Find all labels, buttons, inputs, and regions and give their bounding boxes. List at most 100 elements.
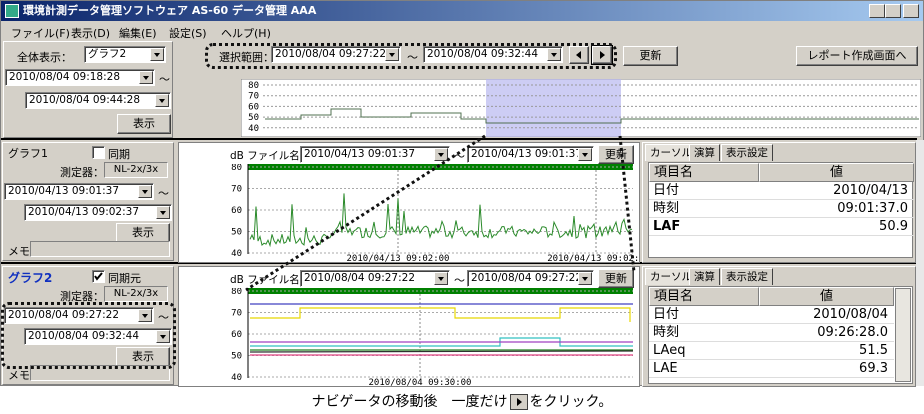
checkbox[interactable] [92, 146, 105, 159]
y-tick-label: 70 [231, 309, 242, 319]
cell: 51.5 [759, 342, 894, 360]
table-header: 項目名 [649, 287, 759, 306]
y-tick-label: 70 [231, 185, 242, 195]
y-tick-label: 60 [248, 102, 259, 112]
cell: LAE [649, 360, 759, 378]
table-scrollbar[interactable] [895, 288, 911, 382]
update-button[interactable]: 更新 [598, 269, 634, 288]
tab[interactable]: 演算 [689, 268, 720, 285]
window-title: 環境計測データ管理ソフトウェア AS-60 データ管理 AAA [23, 4, 317, 17]
menu-item[interactable]: 設定(S) [169, 27, 207, 40]
label: 全体表示： [17, 51, 72, 64]
caption-text: ナビゲータの移動後 一度だけ [311, 394, 508, 410]
tab[interactable]: カーソル [645, 144, 697, 161]
y-tick-label: 80 [231, 164, 242, 173]
title-bar: 環境計測データ管理ソフトウェア AS-60 データ管理 AAA [1, 1, 923, 21]
close-button[interactable] [903, 4, 919, 18]
y-tick-label: 70 [248, 92, 259, 102]
menu-item[interactable]: 表示(D) [71, 27, 111, 40]
tilde: ～ [454, 150, 465, 163]
date-combo[interactable]: 2010/04/13 09:01:37 [467, 146, 594, 163]
memo-box[interactable] [30, 241, 170, 257]
tab[interactable]: 演算 [689, 144, 720, 161]
minimize-button[interactable] [869, 4, 885, 18]
update-button[interactable]: 更新 [623, 46, 678, 66]
combo-text: 2010/04/13 09:02:37 [28, 206, 140, 218]
graph-combo[interactable]: グラフ2 [84, 46, 166, 63]
show-button[interactable]: 表示 [116, 347, 170, 367]
prev-button[interactable] [569, 46, 589, 64]
tilde: ～ [407, 51, 418, 64]
caption-text: をクリック。 [529, 394, 613, 410]
y-tick-label: 50 [248, 113, 259, 123]
date-combo[interactable]: 2010/08/04 09:32:44 [24, 328, 172, 345]
label: 測定器： [60, 290, 104, 303]
cell: 09:26:28.0 [759, 324, 894, 342]
level-line [249, 350, 634, 353]
date-combo[interactable]: 2010/08/04 09:27:22 [467, 270, 594, 287]
cell: 69.3 [759, 360, 894, 378]
graph-name: グラフ1 [8, 147, 48, 160]
date-combo[interactable]: 2010/08/04 09:18:28 [5, 69, 155, 86]
tilde: ～ [159, 73, 170, 86]
table-header: 項目名 [649, 163, 759, 182]
level-line [249, 193, 633, 248]
show-button[interactable]: 表示 [117, 114, 171, 134]
y-tick-label: 60 [231, 330, 242, 340]
menu-item[interactable]: 編集(E) [119, 27, 157, 40]
menu-item[interactable]: ファイル(F) [11, 27, 70, 40]
date-combo[interactable]: 2010/04/13 09:02:37 [24, 204, 172, 221]
arrow-icon [576, 51, 581, 59]
highlight-frame [205, 43, 617, 69]
check-mark [94, 272, 103, 281]
y-tick-label: 50 [231, 352, 242, 362]
memo-box[interactable] [30, 365, 170, 381]
scrollbar[interactable] [916, 140, 924, 386]
date-combo[interactable]: 2010/04/13 09:01:37 [4, 183, 154, 200]
date-combo[interactable]: 2010/08/04 09:44:28 [25, 92, 171, 109]
show-button[interactable]: 表示 [116, 223, 170, 243]
tab[interactable]: カーソル [645, 268, 697, 285]
update-button[interactable]: 更新 [598, 145, 634, 164]
tab[interactable]: 表示設定 [721, 268, 773, 285]
y-tick-label: 80 [231, 288, 242, 297]
combo-text: 2010/04/13 09:01:37 [8, 185, 120, 197]
combo-text: 2010/04/13 09:01:37 [304, 148, 416, 160]
checkbox-label: 同期 [108, 148, 130, 161]
tilde: ～ [158, 311, 169, 324]
cell: 日付 [649, 182, 759, 200]
combo-text: グラフ2 [88, 48, 127, 60]
tab[interactable]: 表示設定 [721, 144, 773, 161]
next-button[interactable] [591, 45, 613, 65]
checkbox[interactable] [92, 270, 105, 283]
button-icon [509, 394, 528, 410]
combo-text: 2010/08/04 09:32:44 [28, 330, 140, 342]
date-combo[interactable]: 2010/08/04 09:32:44 [423, 46, 563, 63]
caption: ナビゲータの移動後 一度だけ をクリック。 [0, 391, 924, 411]
y-tick-label: 40 [231, 249, 242, 259]
memo-label: メモ: [8, 245, 34, 258]
date-combo[interactable]: 2010/08/04 09:27:22 [300, 270, 450, 287]
selection-range [486, 79, 621, 137]
combo-text: 2010/08/04 09:44:28 [29, 94, 141, 106]
date-combo[interactable]: 2010/08/04 09:27:22 [271, 46, 401, 63]
date-combo[interactable]: 2010/04/13 09:01:37 [300, 146, 450, 163]
cell: 2010/04/13 [759, 182, 914, 200]
combo-text: 2010/08/04 09:32:44 [427, 48, 539, 60]
x-tick-label: 2010/08/04 09:30:00 [369, 378, 472, 386]
level-line [250, 337, 633, 347]
combo-text: 2010/08/04 09:18:28 [9, 71, 121, 83]
maximize-button[interactable] [885, 4, 901, 18]
y-tick-label: 40 [248, 124, 259, 134]
combo-text: 2010/08/04 09:27:22 [275, 48, 387, 60]
y-tick-label: 80 [248, 81, 259, 91]
combo-text: 2010/08/04 09:27:22 [8, 309, 120, 321]
level-line [250, 307, 631, 322]
meter-box: NL-2x/3x [104, 162, 168, 178]
menu-item[interactable]: ヘルプ(H) [221, 27, 271, 40]
y-tick-label: 50 [231, 228, 242, 238]
report-button[interactable]: レポート作成画面へ [796, 46, 918, 66]
date-combo[interactable]: 2010/08/04 09:27:22 [4, 307, 154, 324]
